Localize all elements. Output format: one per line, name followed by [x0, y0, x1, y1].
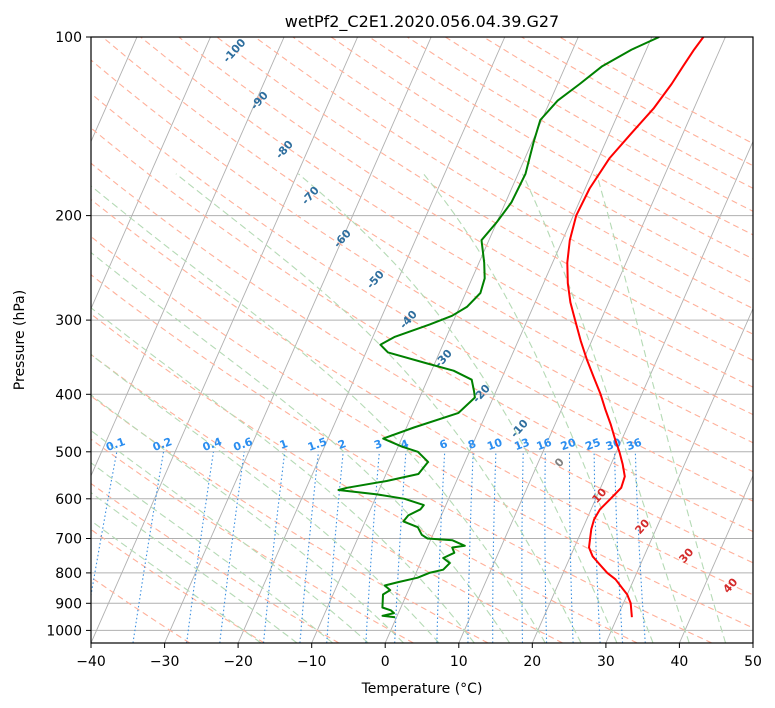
isotherm-line — [531, 140, 753, 643]
isotherm-line — [91, 37, 359, 643]
dry-adiabat-line — [91, 59, 753, 473]
mixing-ratio-label: 20 — [559, 436, 578, 454]
dry-adiabat-line — [102, 37, 753, 444]
mixing-ratio-label: 0.1 — [104, 435, 127, 454]
y-tick-label: 900 — [55, 596, 82, 612]
temperature-profile-line — [566, 37, 705, 618]
mixing-ratio-label: 1 — [278, 437, 290, 452]
moist-adiabat-line — [91, 491, 298, 643]
moist-adiabat-line — [175, 173, 582, 643]
isotherm-line — [458, 37, 726, 643]
moist-adiabat-line — [91, 429, 369, 643]
isotherm-line — [164, 37, 432, 643]
isotherm-line — [91, 37, 138, 143]
x-tick-label: 20 — [523, 654, 541, 670]
x-tick-label: −30 — [150, 654, 180, 670]
mixing-ratio-label: 16 — [535, 436, 554, 454]
moist-adiabat-line — [423, 173, 654, 643]
mixing-ratio-line — [262, 451, 286, 643]
mixing-ratio-line — [326, 451, 344, 643]
x-tick-label: −20 — [223, 654, 253, 670]
profiles — [337, 37, 705, 619]
y-axis-ticks: 100 200 300 400 500 600 700 800 900 1000 — [46, 30, 91, 639]
mixing-ratio-label: 0.2 — [151, 435, 174, 454]
moist-adiabat-line — [91, 307, 475, 643]
mixing-ratio-line — [186, 451, 214, 643]
mixing-ratio-line — [634, 451, 646, 643]
x-tick-label: −40 — [76, 654, 106, 670]
x-tick-label: 40 — [670, 654, 688, 670]
dry-adiabat-line — [330, 37, 753, 285]
isotherm-line — [605, 307, 753, 643]
dry-adiabat-line — [91, 274, 713, 643]
y-tick-label: 300 — [55, 313, 82, 329]
mixing-ratio-label: 3 — [372, 437, 384, 452]
moist-adiabat-line — [91, 520, 262, 643]
isotherm-line — [237, 37, 506, 643]
moist-adiabat-line — [91, 462, 334, 643]
moist-adiabat-line — [91, 251, 511, 643]
y-tick-label: 1000 — [46, 623, 82, 639]
isotherm-line — [91, 37, 285, 477]
mixing-ratio-label: 10 — [485, 436, 504, 454]
isotherm-line — [91, 37, 211, 310]
dry-adiabat-line — [91, 198, 753, 596]
mixing-ratio-label: 0.6 — [232, 435, 255, 454]
x-tick-label: 50 — [744, 654, 762, 670]
y-tick-label: 200 — [55, 209, 82, 225]
mixing-ratio-line — [394, 451, 407, 643]
mixing-ratio-label: 6 — [438, 437, 450, 452]
dry-adiabat-line — [254, 37, 753, 335]
chart-title: wetPf2_C2E1.2020.056.04.39.G27 — [285, 12, 559, 32]
moist-adiabat-line — [91, 394, 404, 643]
mixing-ratio-label: 4 — [399, 437, 411, 452]
mixing-ratio-label: 1.5 — [306, 435, 329, 454]
mixing-ratio-label: 13 — [513, 436, 532, 453]
x-axis-label: Temperature (°C) — [361, 681, 483, 697]
y-tick-label: 700 — [55, 532, 82, 548]
dry-adiabat-line — [91, 92, 753, 502]
x-tick-label: 30 — [597, 654, 615, 670]
dry-adiabat-line — [91, 127, 753, 533]
dry-adiabat-line — [216, 37, 753, 361]
mixing-ratio-label: 2 — [336, 437, 348, 452]
x-tick-label: 10 — [450, 654, 468, 670]
moist-adiabat-line — [522, 173, 690, 643]
y-tick-label: 100 — [55, 30, 82, 46]
mixing-ratio-line — [614, 451, 624, 643]
y-tick-label: 600 — [55, 492, 82, 508]
mixing-ratio-label: 0.4 — [201, 435, 224, 454]
y-tick-label: 500 — [55, 445, 82, 461]
mixing-ratio-label: 36 — [625, 436, 644, 454]
moist-adiabat-line — [91, 185, 546, 643]
moist-adiabat-line — [596, 173, 727, 643]
dewpoint-profile-line — [337, 37, 660, 619]
plot-frame — [90, 36, 754, 644]
mixing-ratio-labels: 0.1 0.2 0.4 0.6 1 1.5 2 3 4 6 8 10 13 16 20 25 30 36 — [104, 435, 644, 454]
background-lines — [91, 37, 753, 643]
dry-adiabat-line — [91, 482, 340, 643]
isotherm-line — [384, 37, 653, 643]
y-tick-label: 800 — [55, 566, 82, 582]
dry-adiabat-line — [91, 313, 638, 643]
mixing-ratio-line — [299, 451, 320, 643]
mixing-ratio-label: 8 — [466, 437, 478, 452]
y-tick-label: 400 — [55, 387, 82, 403]
x-tick-label: 0 — [381, 654, 390, 670]
x-axis-ticks: −40 −30 −20 −10 0 10 20 30 40 50 — [76, 643, 762, 670]
x-tick-label: −10 — [297, 654, 327, 670]
dry-adiabat-line — [91, 438, 414, 643]
dry-adiabat-line — [91, 353, 563, 643]
dry-adiabat-line — [91, 235, 753, 629]
dry-adiabat-line — [91, 162, 753, 564]
isotherm-line — [678, 474, 753, 643]
mixing-ratio-line — [219, 451, 245, 643]
mixing-ratio-label: 25 — [583, 436, 602, 453]
y-axis-label: Pressure (hPa) — [12, 290, 28, 390]
